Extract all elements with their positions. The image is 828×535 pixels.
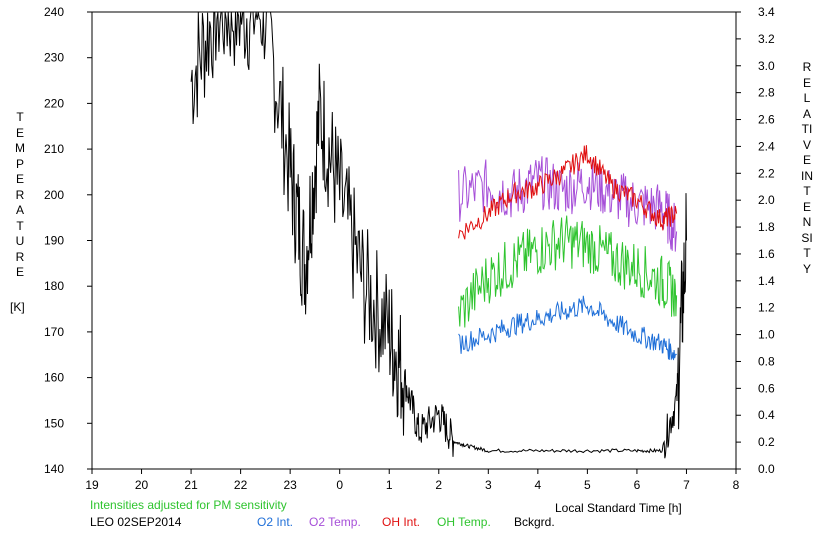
site-label: LEO 02SEP2014 xyxy=(90,515,182,529)
legend-entry-oh-int-: OH Int. xyxy=(382,515,421,529)
x-tick-label: 5 xyxy=(584,478,591,492)
x-tick-label: 22 xyxy=(234,478,248,492)
y-left-tick-label: 170 xyxy=(44,325,64,339)
y-left-tick-label: 150 xyxy=(44,416,64,430)
y-right-tick-label: 1.4 xyxy=(758,274,775,288)
y-left-tick-label: 230 xyxy=(44,51,64,65)
legend-entry-oh-temp-: OH Temp. xyxy=(437,515,491,529)
y-right-label: RELATIVE INTENSITY xyxy=(801,60,813,276)
y-right-tick-label: 3.0 xyxy=(758,59,775,73)
x-tick-label: 2 xyxy=(435,478,442,492)
pm-sensitivity-note: Intensities adjusted for PM sensitivity xyxy=(90,498,287,512)
y-right-tick-label: 0.0 xyxy=(758,462,775,476)
y-right-tick-label: 2.8 xyxy=(758,86,775,100)
x-tick-label: 0 xyxy=(336,478,343,492)
y-left-tick-label: 140 xyxy=(44,462,64,476)
x-tick-label: 3 xyxy=(485,478,492,492)
y-right-tick-label: 0.2 xyxy=(758,435,775,449)
y-right-tick-label: 2.0 xyxy=(758,193,775,207)
x-tick-label: 19 xyxy=(85,478,99,492)
x-tick-label: 23 xyxy=(283,478,297,492)
y-right-tick-label: 2.6 xyxy=(758,113,775,127)
x-tick-label: 6 xyxy=(634,478,641,492)
y-left-unit: [K] xyxy=(10,300,25,314)
series-line-oh-temp- xyxy=(458,215,678,328)
y-right-tick-label: 0.8 xyxy=(758,354,775,368)
x-tick-label: 20 xyxy=(135,478,149,492)
y-right-tick-label: 1.2 xyxy=(758,301,775,315)
y-right-tick-label: 0.6 xyxy=(758,381,775,395)
x-tick-label: 7 xyxy=(683,478,690,492)
x-tick-label: 4 xyxy=(535,478,542,492)
y-right-tick-label: 0.4 xyxy=(758,408,775,422)
y-left-tick-label: 210 xyxy=(44,142,64,156)
y-right-tick-label: 1.8 xyxy=(758,220,775,234)
legend-entry-o2-temp-: O2 Temp. xyxy=(309,515,361,529)
x-tick-label: 8 xyxy=(733,478,740,492)
y-left-tick-label: 190 xyxy=(44,234,64,248)
y-left-label: TEMPERATURE xyxy=(15,110,25,279)
legend-entry-o2-int-: O2 Int. xyxy=(257,515,294,529)
x-tick-label: 21 xyxy=(184,478,198,492)
y-left-tick-label: 200 xyxy=(44,188,64,202)
x-axis-label: Local Standard Time [h] xyxy=(555,501,682,515)
y-left-tick-label: 160 xyxy=(44,371,64,385)
y-left-tick-label: 180 xyxy=(44,279,64,293)
y-right-tick-label: 3.2 xyxy=(758,32,775,46)
y-left-tick-label: 220 xyxy=(44,96,64,110)
legend-entry-bckgrd-: Bckgrd. xyxy=(514,515,555,529)
series-line-o2-int- xyxy=(458,295,677,361)
y-right-tick-label: 1.0 xyxy=(758,328,775,342)
y-right-tick-label: 2.2 xyxy=(758,166,775,180)
y-right-tick-label: 1.6 xyxy=(758,247,775,261)
y-right-tick-label: 3.4 xyxy=(758,5,775,19)
y-left-tick-label: 240 xyxy=(44,5,64,19)
y-right-tick-label: 2.4 xyxy=(758,139,775,153)
series-line-bckgrd- xyxy=(190,11,687,459)
x-tick-label: 1 xyxy=(386,478,393,492)
series-line-oh-int- xyxy=(458,145,678,240)
